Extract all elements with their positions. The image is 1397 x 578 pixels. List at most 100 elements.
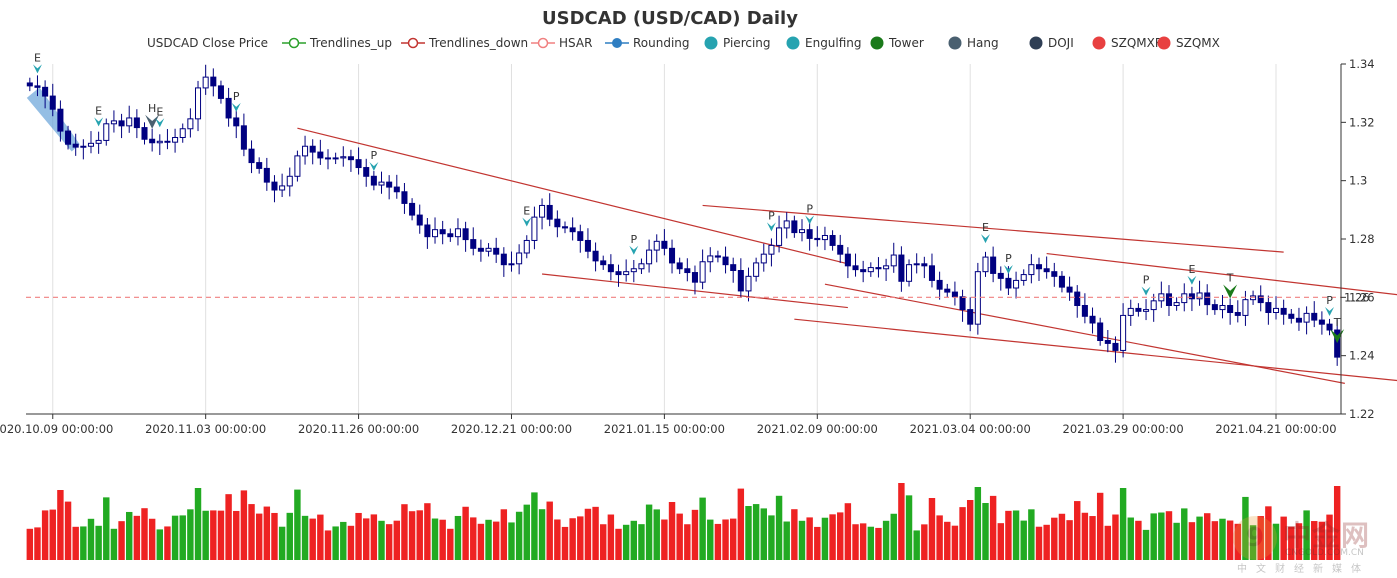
volume-bar bbox=[393, 520, 401, 560]
legend-item[interactable]: SZQMXR bbox=[1092, 36, 1164, 50]
volume-bar bbox=[34, 527, 41, 560]
candle-body bbox=[798, 229, 806, 234]
candle-body bbox=[913, 263, 920, 266]
pattern-marker-label: H bbox=[148, 102, 156, 115]
volume-bar bbox=[148, 518, 156, 560]
x-tick-label: 2020.11.26 00:00:00 bbox=[298, 422, 419, 436]
volume-bar bbox=[745, 506, 752, 560]
candle-body bbox=[638, 263, 645, 270]
candle-body bbox=[1181, 293, 1188, 304]
legend-item[interactable]: Engulfing bbox=[786, 36, 862, 50]
volume-bar bbox=[278, 526, 286, 560]
volume-bar bbox=[569, 518, 576, 560]
pattern-marker-label: T bbox=[1226, 272, 1234, 285]
candle-body bbox=[676, 262, 683, 270]
volume-bar bbox=[668, 502, 676, 560]
volume-bar bbox=[385, 524, 393, 560]
pattern-marker-label: P bbox=[1005, 252, 1012, 265]
candle-body bbox=[110, 120, 117, 125]
candle-body bbox=[1311, 312, 1318, 321]
volume-bar bbox=[1020, 520, 1027, 560]
volume-bar bbox=[64, 501, 72, 560]
legend-item[interactable]: USDCAD Close Price bbox=[147, 36, 268, 50]
candle-body bbox=[202, 76, 209, 89]
candle-body bbox=[883, 265, 890, 270]
candle-body bbox=[462, 228, 469, 241]
pattern-marker-icon bbox=[805, 215, 815, 225]
candle-body bbox=[1020, 274, 1027, 281]
hsar-label: 1.26 bbox=[1344, 290, 1370, 304]
volume-bar bbox=[233, 510, 240, 560]
candle-body bbox=[982, 256, 989, 273]
volume-bar bbox=[1089, 516, 1096, 560]
candle-body bbox=[1074, 291, 1081, 307]
candle-body bbox=[531, 216, 538, 241]
volume-bar bbox=[317, 514, 324, 560]
volume-bar bbox=[408, 511, 416, 560]
volume-bar bbox=[921, 524, 928, 560]
legend-item[interactable]: Tower bbox=[870, 36, 924, 50]
candle-body bbox=[1272, 307, 1280, 313]
candle-body bbox=[493, 247, 500, 255]
volume-bar bbox=[1043, 524, 1050, 560]
volume-bar bbox=[500, 509, 508, 560]
volume-bar bbox=[1326, 514, 1333, 560]
pattern-marker-label: T bbox=[1333, 316, 1341, 329]
candle-body bbox=[49, 95, 56, 110]
legend-item[interactable]: SZQMX bbox=[1157, 36, 1220, 50]
candle-body bbox=[1196, 292, 1203, 300]
volume-bar bbox=[630, 520, 638, 560]
candle-body bbox=[126, 117, 133, 127]
y-tick-label: 1.24 bbox=[1349, 349, 1375, 363]
candle-body bbox=[156, 140, 163, 144]
candle-body bbox=[240, 125, 247, 150]
volume-bar bbox=[1272, 523, 1280, 560]
legend-item[interactable]: Hang bbox=[948, 36, 999, 50]
volume-bar bbox=[1028, 509, 1035, 560]
candle-body bbox=[447, 233, 454, 238]
volume-bar bbox=[454, 515, 462, 560]
candle-body bbox=[355, 159, 362, 169]
candle-body bbox=[898, 254, 905, 282]
volume-bar bbox=[1203, 513, 1211, 560]
legend-item[interactable]: Trendlines_up bbox=[282, 36, 392, 50]
legend-item[interactable]: Trendlines_down bbox=[401, 36, 528, 50]
volume-bar bbox=[875, 527, 882, 560]
candle-body bbox=[477, 247, 484, 252]
legend-item[interactable]: HSAR bbox=[531, 36, 592, 50]
legend-dot-icon bbox=[1092, 36, 1106, 50]
legend-item[interactable]: Rounding bbox=[605, 36, 690, 50]
legend-item[interactable]: Piercing bbox=[704, 36, 771, 50]
volume-bar bbox=[806, 517, 813, 560]
candle-body bbox=[875, 267, 882, 270]
volume-bar bbox=[684, 524, 691, 560]
volume-bar bbox=[324, 530, 332, 560]
volume-bar bbox=[217, 510, 225, 560]
candle-body bbox=[669, 247, 676, 264]
candle-body bbox=[630, 268, 637, 273]
volume-bar bbox=[164, 526, 171, 560]
volume-bar bbox=[370, 514, 378, 560]
volume-bar bbox=[477, 523, 485, 560]
y-tick-label: 1.32 bbox=[1349, 115, 1375, 129]
legend-item[interactable]: DOJI bbox=[1029, 36, 1074, 50]
candle-body bbox=[87, 142, 95, 147]
legend-dot-icon bbox=[1029, 36, 1043, 50]
volume-bar bbox=[829, 514, 836, 560]
volume-bar bbox=[263, 506, 271, 560]
candle-body bbox=[118, 120, 125, 127]
legend-label: SZQMXR bbox=[1111, 36, 1163, 50]
candle-body bbox=[72, 143, 79, 148]
pattern-marker-icon bbox=[155, 118, 165, 128]
candle-body bbox=[248, 148, 255, 164]
candle-body bbox=[607, 264, 614, 273]
candle-body bbox=[103, 123, 110, 141]
legend[interactable]: USDCAD Close Price Trendlines_up Trendline… bbox=[147, 36, 1220, 50]
candle-body bbox=[401, 191, 408, 204]
pattern-marker-label: P bbox=[630, 233, 637, 246]
volume-bar bbox=[951, 525, 959, 560]
watermark: 9 中金网 CNGOLD.COM.CN 中文财经新媒体 bbox=[1233, 510, 1383, 575]
volume-bar bbox=[1318, 521, 1326, 560]
y-tick-label: 1.34 bbox=[1349, 57, 1375, 71]
candle-body bbox=[814, 237, 821, 241]
